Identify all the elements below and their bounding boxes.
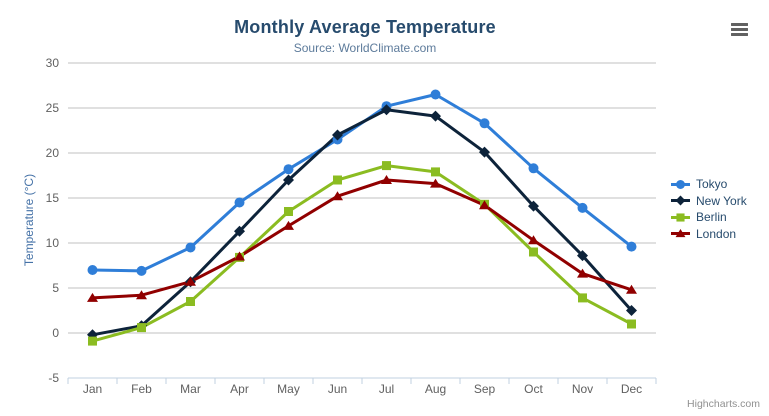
x-axis-label: Feb — [131, 382, 152, 396]
series-berlin-line[interactable] — [91, 164, 633, 343]
legend-marker-diamond-icon — [671, 195, 690, 206]
x-axis-label: Aug — [425, 382, 446, 396]
series-tokyo-point[interactable] — [185, 242, 196, 253]
series-berlin-point[interactable] — [186, 297, 195, 306]
series-berlin-point[interactable] — [627, 319, 636, 329]
series-london-point[interactable] — [185, 276, 196, 286]
series-new-york-point[interactable] — [283, 174, 294, 186]
y-axis-label: -5 — [48, 371, 59, 385]
x-axis-label: May — [277, 382, 300, 396]
series-new-york-point[interactable] — [577, 250, 588, 262]
x-axis-label: Sep — [474, 382, 496, 396]
series-new-york-line[interactable] — [91, 108, 633, 337]
series-berlin-point[interactable] — [382, 161, 391, 171]
credits-link[interactable]: Highcharts.com — [687, 398, 760, 410]
series-new-york-point[interactable] — [381, 104, 392, 116]
series-new-york-point[interactable] — [332, 129, 343, 141]
series-london-point[interactable] — [381, 175, 392, 184]
series-berlin-point[interactable] — [88, 336, 97, 346]
y-axis-label: 15 — [46, 191, 60, 205]
series-new-york-point[interactable] — [528, 200, 539, 212]
series-new-york-point[interactable] — [234, 225, 245, 237]
y-axis-label: 25 — [46, 101, 60, 115]
context-menu-button[interactable] — [728, 18, 752, 40]
series-london-point[interactable] — [136, 290, 147, 300]
legend-item-label: Tokyo — [696, 177, 728, 192]
x-axis-label: Apr — [230, 382, 249, 396]
series-tokyo-point[interactable] — [479, 118, 490, 129]
series-tokyo-point[interactable] — [528, 163, 539, 174]
legend-marker-square-icon — [671, 213, 690, 222]
series-berlin-point[interactable] — [333, 175, 342, 185]
x-axis-label: Jun — [328, 382, 347, 396]
series-berlin-point[interactable] — [578, 293, 587, 303]
series-berlin-point[interactable] — [529, 247, 538, 257]
series-tokyo-point[interactable] — [234, 197, 245, 208]
legend-item-berlin[interactable]: Berlin — [671, 209, 747, 226]
series-new-york-point[interactable] — [430, 110, 441, 122]
series-tokyo-point[interactable] — [430, 89, 441, 100]
y-axis-label: 30 — [46, 56, 60, 70]
x-axis-label: Mar — [180, 382, 201, 396]
x-axis-label: Nov — [572, 382, 593, 396]
series-london-point[interactable] — [577, 268, 588, 278]
series-berlin-point[interactable] — [431, 167, 440, 177]
legend-item-new-york[interactable]: New York — [671, 193, 747, 210]
series-london-point[interactable] — [332, 191, 343, 201]
series-london-point[interactable] — [626, 284, 637, 294]
series-tokyo-point[interactable] — [577, 202, 588, 213]
series-london-point[interactable] — [430, 178, 441, 188]
legend: Tokyo New York Berlin London — [671, 176, 747, 242]
series-london-point[interactable] — [528, 235, 539, 245]
legend-item-label: New York — [696, 193, 747, 208]
series-london-point[interactable] — [283, 220, 294, 230]
series-tokyo-point[interactable] — [283, 164, 294, 175]
legend-item-label: London — [696, 226, 737, 241]
series-tokyo-point[interactable] — [87, 265, 98, 275]
hamburger-icon — [731, 22, 749, 36]
series-london-line[interactable] — [91, 178, 633, 300]
legend-marker-triangle-icon — [671, 229, 690, 238]
y-axis-label: 0 — [52, 326, 59, 340]
series-london-point[interactable] — [87, 292, 98, 302]
x-axis-label: Dec — [621, 382, 642, 396]
series-london-point[interactable] — [234, 251, 245, 261]
x-axis-label: Oct — [524, 382, 543, 396]
legend-item-tokyo[interactable]: Tokyo — [671, 176, 747, 193]
series-new-york-point[interactable] — [626, 305, 637, 316]
series-berlin-point[interactable] — [137, 323, 146, 333]
y-axis-label: 10 — [46, 236, 60, 250]
y-axis-label: 20 — [46, 146, 60, 160]
series-tokyo-point[interactable] — [136, 265, 147, 276]
y-axis-label: 5 — [52, 281, 59, 295]
series-tokyo-point[interactable] — [626, 241, 637, 252]
legend-marker-circle-icon — [671, 179, 690, 189]
series-new-york-point[interactable] — [479, 146, 490, 158]
legend-item-london[interactable]: London — [671, 226, 747, 243]
legend-item-label: Berlin — [696, 210, 727, 225]
series-london-point[interactable] — [479, 200, 490, 210]
x-axis-label: Jan — [83, 382, 102, 396]
series-berlin-point[interactable] — [284, 207, 293, 216]
x-axis-label: Jul — [379, 382, 394, 396]
